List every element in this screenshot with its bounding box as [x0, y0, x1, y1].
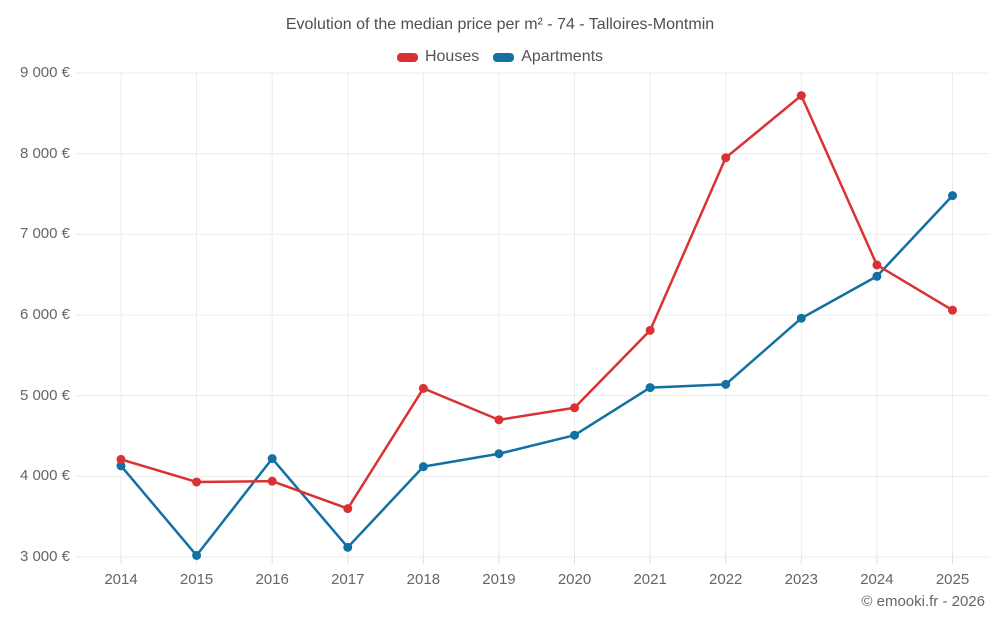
x-tick-label: 2019 — [482, 571, 516, 588]
series-line-apartments — [119, 194, 954, 557]
data-point-houses-2021[interactable] — [645, 325, 655, 335]
legend-marker-houses — [396, 52, 418, 62]
data-point-houses-2016[interactable] — [267, 476, 277, 486]
x-tick-label: 2023 — [784, 571, 818, 588]
series-line-houses — [119, 94, 954, 510]
copyright-credit: © emooki.fr - 2026 — [861, 593, 985, 610]
x-tick-label: 2020 — [557, 571, 592, 588]
data-point-apartments-2025[interactable] — [948, 191, 957, 201]
y-tick-label: 8 000 € — [19, 144, 70, 162]
data-point-apartments-2021[interactable] — [645, 383, 655, 393]
y-tick-label: 4 000 € — [19, 467, 70, 485]
data-point-houses-2015[interactable] — [192, 477, 202, 487]
legend-label: Houses — [424, 48, 480, 65]
x-tick-label: 2018 — [406, 571, 441, 588]
data-point-houses-2017[interactable] — [343, 504, 353, 514]
data-point-apartments-2019[interactable] — [494, 449, 504, 459]
y-tick-label: 7 000 € — [19, 225, 70, 243]
x-tick-label: 2021 — [633, 571, 667, 588]
y-tick-label: 6 000 € — [19, 306, 70, 323]
chart-title: Evolution of the median price per m² - 7… — [285, 16, 715, 33]
data-point-houses-2024[interactable] — [872, 260, 882, 270]
legend-label: Apartments — [521, 48, 604, 65]
legend-item-apartments[interactable]: Apartments — [493, 48, 603, 66]
legend-marker-apartments — [493, 52, 515, 62]
data-point-houses-2022[interactable] — [721, 153, 731, 163]
x-tick-label: 2014 — [104, 571, 138, 588]
data-point-apartments-2018[interactable] — [418, 462, 428, 472]
data-point-apartments-2017[interactable] — [343, 542, 353, 552]
y-tick-label: 3 000 € — [19, 548, 70, 565]
y-tick-label: 5 000 € — [19, 386, 70, 404]
data-point-houses-2020[interactable] — [570, 403, 580, 413]
x-tick-label: 2024 — [860, 571, 894, 588]
y-tick-label: 9 000 € — [19, 64, 70, 81]
data-point-houses-2019[interactable] — [494, 415, 504, 425]
x-tick-label: 2022 — [709, 571, 743, 588]
data-point-houses-2018[interactable] — [418, 383, 428, 393]
x-tick-label: 2015 — [179, 571, 214, 588]
data-point-houses-2014[interactable] — [116, 454, 126, 464]
data-point-apartments-2015[interactable] — [192, 550, 202, 560]
data-point-houses-2023[interactable] — [796, 91, 806, 101]
data-point-apartments-2014[interactable] — [116, 461, 126, 471]
data-point-apartments-2024[interactable] — [872, 271, 882, 281]
x-tick-label: 2016 — [255, 571, 289, 588]
data-point-apartments-2022[interactable] — [721, 379, 731, 389]
x-tick-label: 2025 — [935, 571, 970, 588]
legend-item-houses[interactable]: Houses — [396, 48, 480, 66]
data-point-apartments-2016[interactable] — [267, 454, 277, 464]
data-point-houses-2025[interactable] — [948, 305, 957, 315]
x-tick-label: 2017 — [331, 571, 365, 588]
data-point-apartments-2023[interactable] — [796, 313, 806, 323]
data-point-apartments-2020[interactable] — [570, 430, 580, 440]
chart-legend: Houses Apartments — [0, 47, 1000, 67]
